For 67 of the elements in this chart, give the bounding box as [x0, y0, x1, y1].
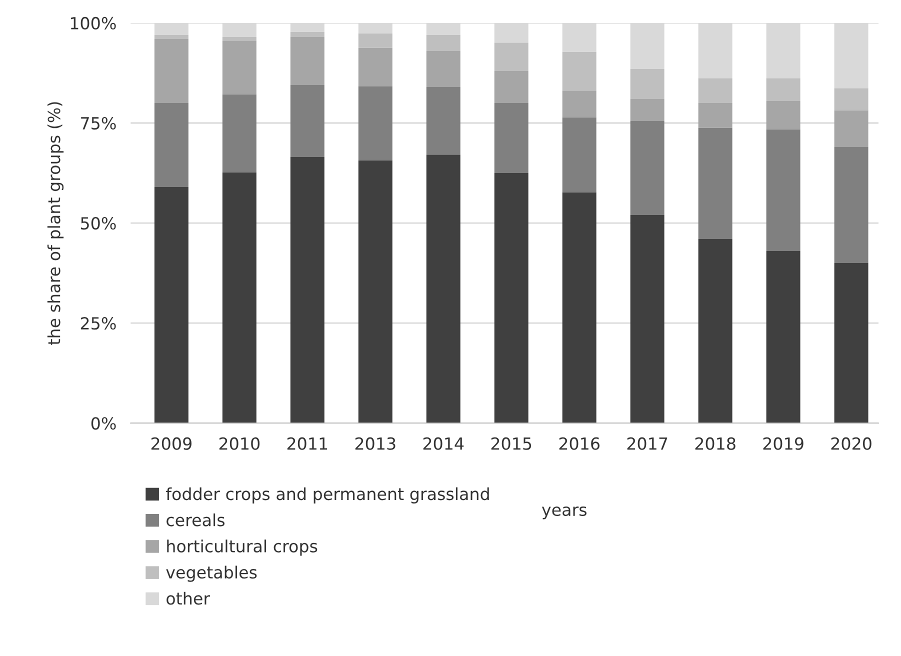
bar — [834, 147, 868, 264]
x-tick-label: 2013 — [355, 437, 396, 450]
bar — [154, 34, 188, 39]
y-tick-label: 100% — [70, 16, 116, 30]
y-tick-label: 0% — [91, 417, 116, 430]
bar — [358, 86, 392, 160]
legend-label: vegetables — [166, 566, 257, 582]
bar — [766, 251, 800, 424]
bar — [698, 102, 732, 128]
x-tick-label: 2011 — [287, 437, 328, 450]
bar — [290, 157, 324, 424]
y-axis-title: the share of plant groups (%) — [47, 102, 64, 345]
bar — [222, 94, 256, 172]
bar — [358, 48, 392, 86]
bar — [290, 84, 324, 158]
bar — [222, 40, 256, 94]
x-tick-label: 2019 — [763, 437, 804, 450]
bar — [290, 36, 324, 85]
x-tick-label: 2018 — [695, 437, 736, 450]
x-tick-label: 2014 — [423, 437, 464, 450]
bar — [494, 42, 528, 71]
y-tick-label: 25% — [80, 317, 116, 330]
bar — [562, 90, 596, 118]
x-tick-label: 2009 — [151, 437, 192, 450]
bar — [358, 33, 392, 48]
bar — [154, 102, 188, 188]
x-axis-title: years — [542, 506, 587, 520]
x-tick-label: 2020 — [831, 437, 872, 450]
bar — [154, 187, 188, 424]
y-tick-label: 50% — [81, 217, 116, 230]
bar — [426, 50, 460, 87]
bar — [630, 98, 664, 121]
bar — [562, 52, 596, 91]
bar — [562, 117, 596, 192]
legend-label: other — [166, 592, 210, 605]
y-tick-label: 75% — [81, 116, 116, 130]
bar — [154, 38, 188, 103]
bar — [766, 78, 800, 101]
bar — [426, 86, 460, 155]
bar — [834, 263, 868, 424]
x-tick-label: 2017 — [627, 437, 668, 450]
bar — [426, 154, 460, 424]
legend-label: fodder crops and permanent grassland — [166, 487, 489, 504]
bar — [494, 102, 528, 174]
bar — [630, 215, 664, 424]
bar — [358, 160, 392, 424]
bar — [834, 110, 868, 148]
bar — [562, 192, 596, 424]
legend-label: cereals — [166, 513, 225, 526]
bar — [494, 173, 528, 424]
bar — [494, 70, 528, 103]
bar — [766, 129, 800, 252]
x-tick-label: 2010 — [219, 437, 260, 450]
bar — [698, 78, 732, 103]
bar — [222, 36, 256, 41]
bar — [630, 121, 664, 216]
bar — [222, 172, 256, 424]
legend-label: horticultural crops — [167, 540, 318, 556]
bar — [834, 88, 868, 110]
bar — [630, 68, 664, 99]
bar — [426, 34, 460, 51]
bar — [698, 239, 732, 424]
bar — [766, 100, 800, 130]
bar — [290, 32, 324, 37]
bar — [698, 128, 732, 240]
x-tick-label: 2016 — [559, 437, 600, 450]
x-tick-label: 2015 — [491, 437, 532, 450]
